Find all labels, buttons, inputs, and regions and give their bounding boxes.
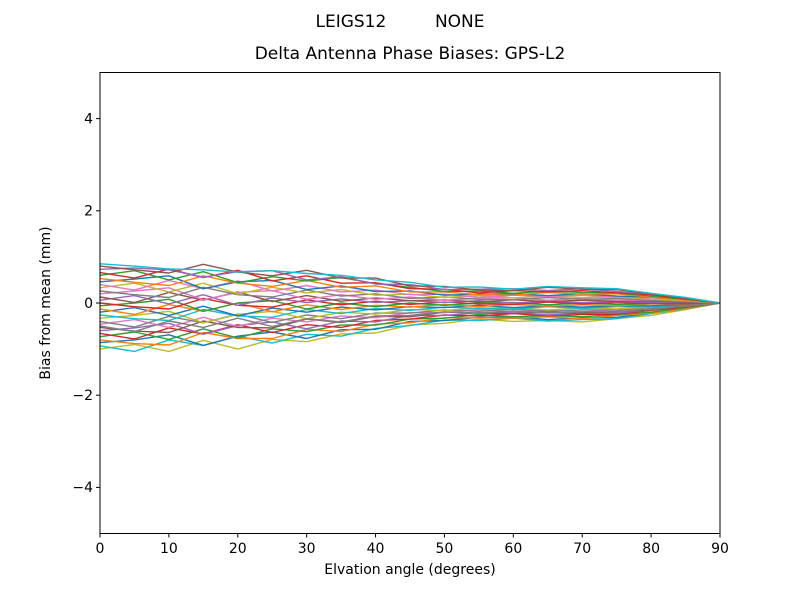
series-line [99, 275, 721, 304]
y-axis-ticks: −4 −2 0 2 4 [72, 111, 100, 496]
x-tick-label: 20 [229, 541, 247, 557]
series-line [99, 302, 721, 346]
series-line [99, 302, 721, 324]
x-tick-label: 10 [160, 541, 178, 557]
series-line [99, 267, 721, 304]
x-tick-label: 60 [504, 541, 522, 557]
series-line [99, 286, 721, 304]
series-lines [99, 263, 721, 353]
series-line [99, 302, 721, 322]
series-line [99, 297, 721, 310]
x-axis-label: Elvation angle (degrees) [324, 562, 495, 578]
chart-title: Delta Antenna Phase Biases: GPS-L2 [255, 44, 566, 64]
x-tick-label: 30 [298, 541, 316, 557]
y-tick-label: −4 [72, 480, 93, 496]
y-tick-label: 2 [84, 204, 93, 220]
y-tick-label: −2 [72, 388, 93, 404]
x-tick-label: 40 [367, 541, 385, 557]
x-tick-label: 70 [573, 541, 591, 557]
series-line [99, 263, 721, 304]
series-line [99, 287, 721, 304]
x-tick-label: 50 [436, 541, 454, 557]
x-tick-label: 90 [711, 541, 729, 557]
figure-suptitle: LEIGS12 NONE [315, 12, 484, 32]
series-line [99, 275, 721, 304]
y-tick-label: 4 [84, 111, 93, 127]
y-tick-label: 0 [84, 296, 93, 312]
series-line [99, 302, 721, 347]
series-line [99, 298, 720, 312]
x-axis-ticks: 0 10 20 30 40 50 60 70 80 90 [96, 533, 729, 557]
x-tick-label: 80 [642, 541, 660, 557]
x-tick-label: 0 [96, 541, 105, 557]
y-axis-label: Bias from mean (mm) [38, 226, 54, 379]
series-line [99, 302, 721, 333]
series-line [99, 263, 721, 304]
